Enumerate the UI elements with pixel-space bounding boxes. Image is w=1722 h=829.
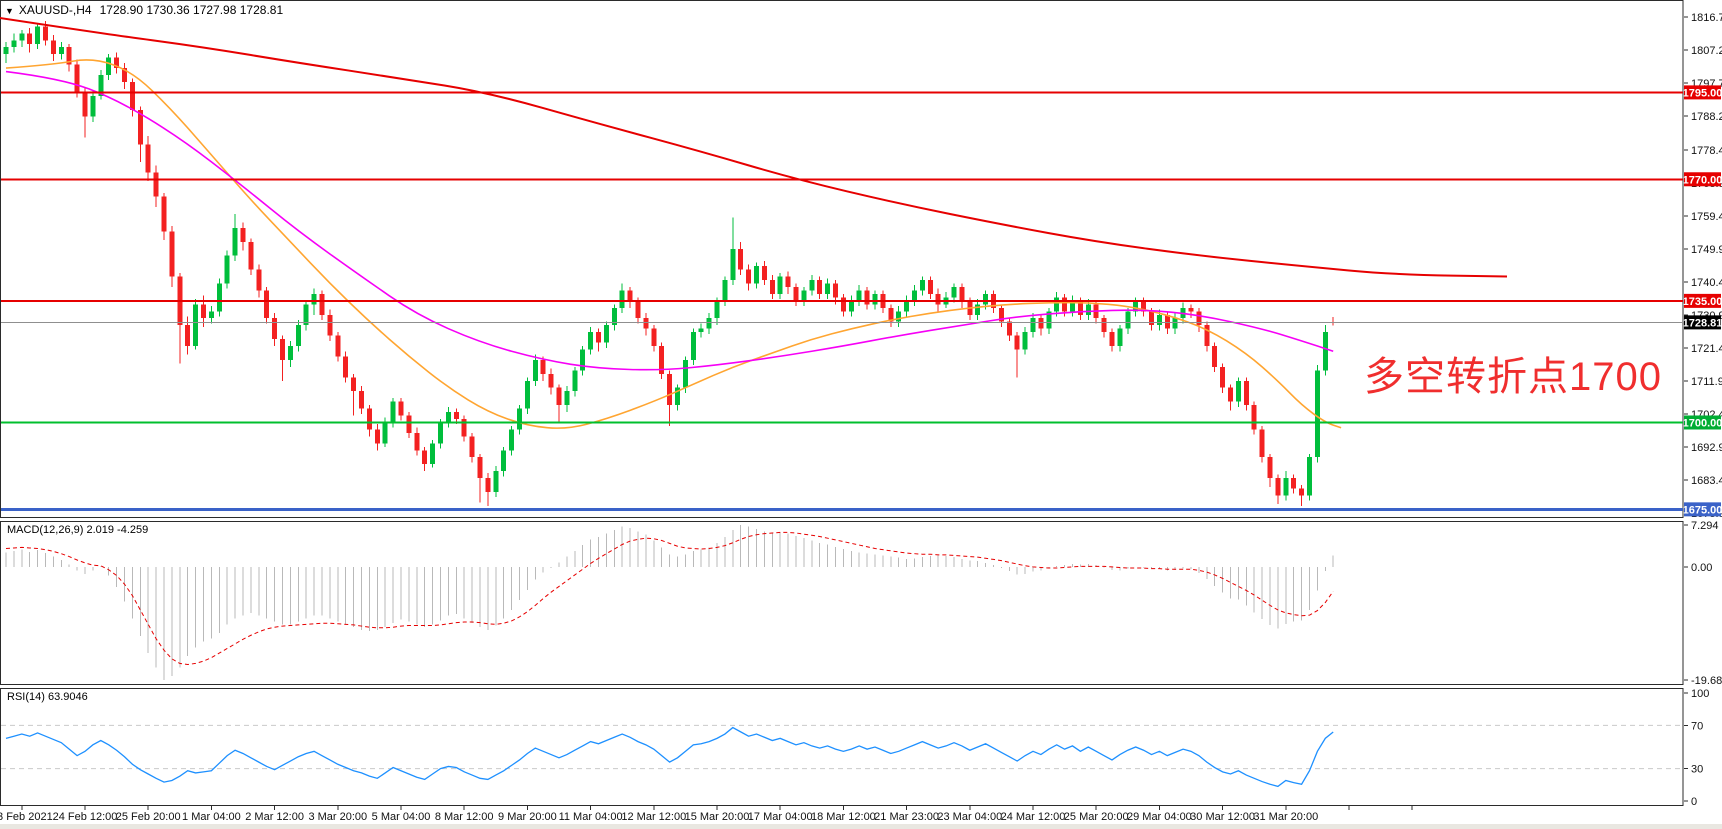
- svg-text:3 Mar 20:00: 3 Mar 20:00: [308, 811, 367, 823]
- price-axis-scale-region[interactable]: [1683, 0, 1722, 806]
- ma-orange-line: [5, 59, 1342, 429]
- svg-text:1788.20: 1788.20: [1691, 111, 1722, 123]
- svg-text:0.00: 0.00: [1691, 562, 1712, 574]
- svg-text:1735.00: 1735.00: [1683, 296, 1722, 308]
- rsi-indicator-label: RSI(14) 63.9046: [7, 691, 88, 703]
- svg-text:7.294: 7.294: [1691, 520, 1719, 532]
- window-bottom-strip: [0, 824, 1722, 829]
- macd-axis: 7.294 0.00 -19.689: [1684, 520, 1722, 687]
- svg-text:18 Mar 12:00: 18 Mar 12:00: [811, 811, 876, 823]
- panel-separator-main-macd[interactable]: [0, 517, 1683, 522]
- svg-text:1795.00: 1795.00: [1683, 87, 1722, 99]
- rsi-line: [5, 726, 1334, 788]
- price-badge-1770.00: [1684, 172, 1721, 187]
- chart-title-row: ▼ XAUUSD-,H4 1728.90 1730.36 1727.98 1728.…: [5, 3, 283, 17]
- objects-dropdown-icon[interactable]: ▼: [5, 6, 14, 16]
- svg-text:23 Mar 04:00: 23 Mar 04:00: [937, 811, 1002, 823]
- svg-text:1778.45: 1778.45: [1691, 145, 1722, 157]
- svg-text:1675.00: 1675.00: [1683, 504, 1722, 516]
- svg-text:25 Feb 20:00: 25 Feb 20:00: [116, 811, 181, 823]
- svg-text:15 Mar 20:00: 15 Mar 20:00: [685, 811, 750, 823]
- rsi-axis: 100 70 30 0: [1684, 688, 1709, 808]
- ohlc-readout: 1728.90 1730.36 1727.98 1728.81: [99, 3, 284, 17]
- svg-text:100: 100: [1691, 688, 1709, 700]
- svg-text:1721.45: 1721.45: [1691, 343, 1722, 355]
- price-axis: 1816.701807.201797.701788.201778.451768.…: [1683, 12, 1722, 520]
- panel-separator-macd-rsi[interactable]: [0, 684, 1683, 689]
- svg-text:23 Feb 2021: 23 Feb 2021: [0, 811, 53, 823]
- ma-red-line: [0, 16, 1508, 278]
- svg-text:9 Mar 20:00: 9 Mar 20:00: [498, 811, 557, 823]
- svg-text:2 Mar 12:00: 2 Mar 12:00: [245, 811, 304, 823]
- price-badge-1675.00: [1684, 502, 1721, 517]
- candlestick-series: [3, 21, 1336, 506]
- svg-text:1711.95: 1711.95: [1691, 376, 1722, 388]
- svg-text:0: 0: [1691, 796, 1697, 808]
- svg-text:1759.45: 1759.45: [1691, 211, 1722, 223]
- svg-text:1816.70: 1816.70: [1691, 12, 1722, 24]
- price-badge-1735.00: [1684, 293, 1721, 308]
- price-badge-1795.00: [1684, 85, 1721, 100]
- ma-magenta-line: [5, 70, 1334, 371]
- svg-text:11 Mar 04:00: 11 Mar 04:00: [559, 811, 623, 823]
- svg-text:1692.95: 1692.95: [1691, 442, 1722, 454]
- svg-text:1740.45: 1740.45: [1691, 277, 1722, 289]
- macd-signal-line: [5, 531, 1334, 666]
- svg-text:12 Mar 12:00: 12 Mar 12:00: [621, 811, 686, 823]
- svg-text:1728.81: 1728.81: [1683, 317, 1722, 329]
- svg-text:30 Mar 12:00: 30 Mar 12:00: [1190, 811, 1255, 823]
- svg-text:1807.20: 1807.20: [1691, 45, 1722, 57]
- symbol-period-label: XAUUSD-,H4: [18, 3, 92, 17]
- rsi-panel-border: [0, 688, 1684, 806]
- svg-text:1749.95: 1749.95: [1691, 244, 1722, 256]
- svg-text:24 Mar 12:00: 24 Mar 12:00: [1001, 811, 1066, 823]
- svg-text:8 Mar 12:00: 8 Mar 12:00: [435, 811, 494, 823]
- svg-text:1770.00: 1770.00: [1683, 174, 1722, 186]
- svg-text:1683.45: 1683.45: [1691, 475, 1722, 487]
- svg-text:5 Mar 04:00: 5 Mar 04:00: [372, 811, 431, 823]
- macd-histogram: [5, 525, 1334, 680]
- svg-text:30: 30: [1691, 764, 1703, 776]
- price-badge-1700.00: [1684, 415, 1721, 430]
- svg-text:31 Mar 20:00: 31 Mar 20:00: [1253, 811, 1318, 823]
- svg-text:1 Mar 04:00: 1 Mar 04:00: [182, 811, 241, 823]
- svg-text:-19.689: -19.689: [1691, 675, 1722, 687]
- svg-text:1700.00: 1700.00: [1683, 417, 1722, 429]
- annotation-text[interactable]: 多空转折点1700: [1364, 355, 1662, 399]
- time-axis-labels: 23 Feb 202124 Feb 12:0025 Feb 20:001 Mar…: [0, 806, 1413, 823]
- svg-text:25 Mar 20:00: 25 Mar 20:00: [1064, 811, 1129, 823]
- svg-text:24 Feb 12:00: 24 Feb 12:00: [53, 811, 118, 823]
- macd-panel-border: [0, 521, 1684, 685]
- svg-text:17 Mar 04:00: 17 Mar 04:00: [748, 811, 813, 823]
- svg-text:70: 70: [1691, 720, 1703, 732]
- price-badge-1728.81: [1684, 315, 1721, 330]
- main-chart-border: [0, 0, 1684, 518]
- svg-text:21 Mar 23:00: 21 Mar 23:00: [874, 811, 939, 823]
- svg-text:29 Mar 04:00: 29 Mar 04:00: [1127, 811, 1192, 823]
- macd-indicator-label: MACD(12,26,9) 2.019 -4.259: [7, 524, 149, 536]
